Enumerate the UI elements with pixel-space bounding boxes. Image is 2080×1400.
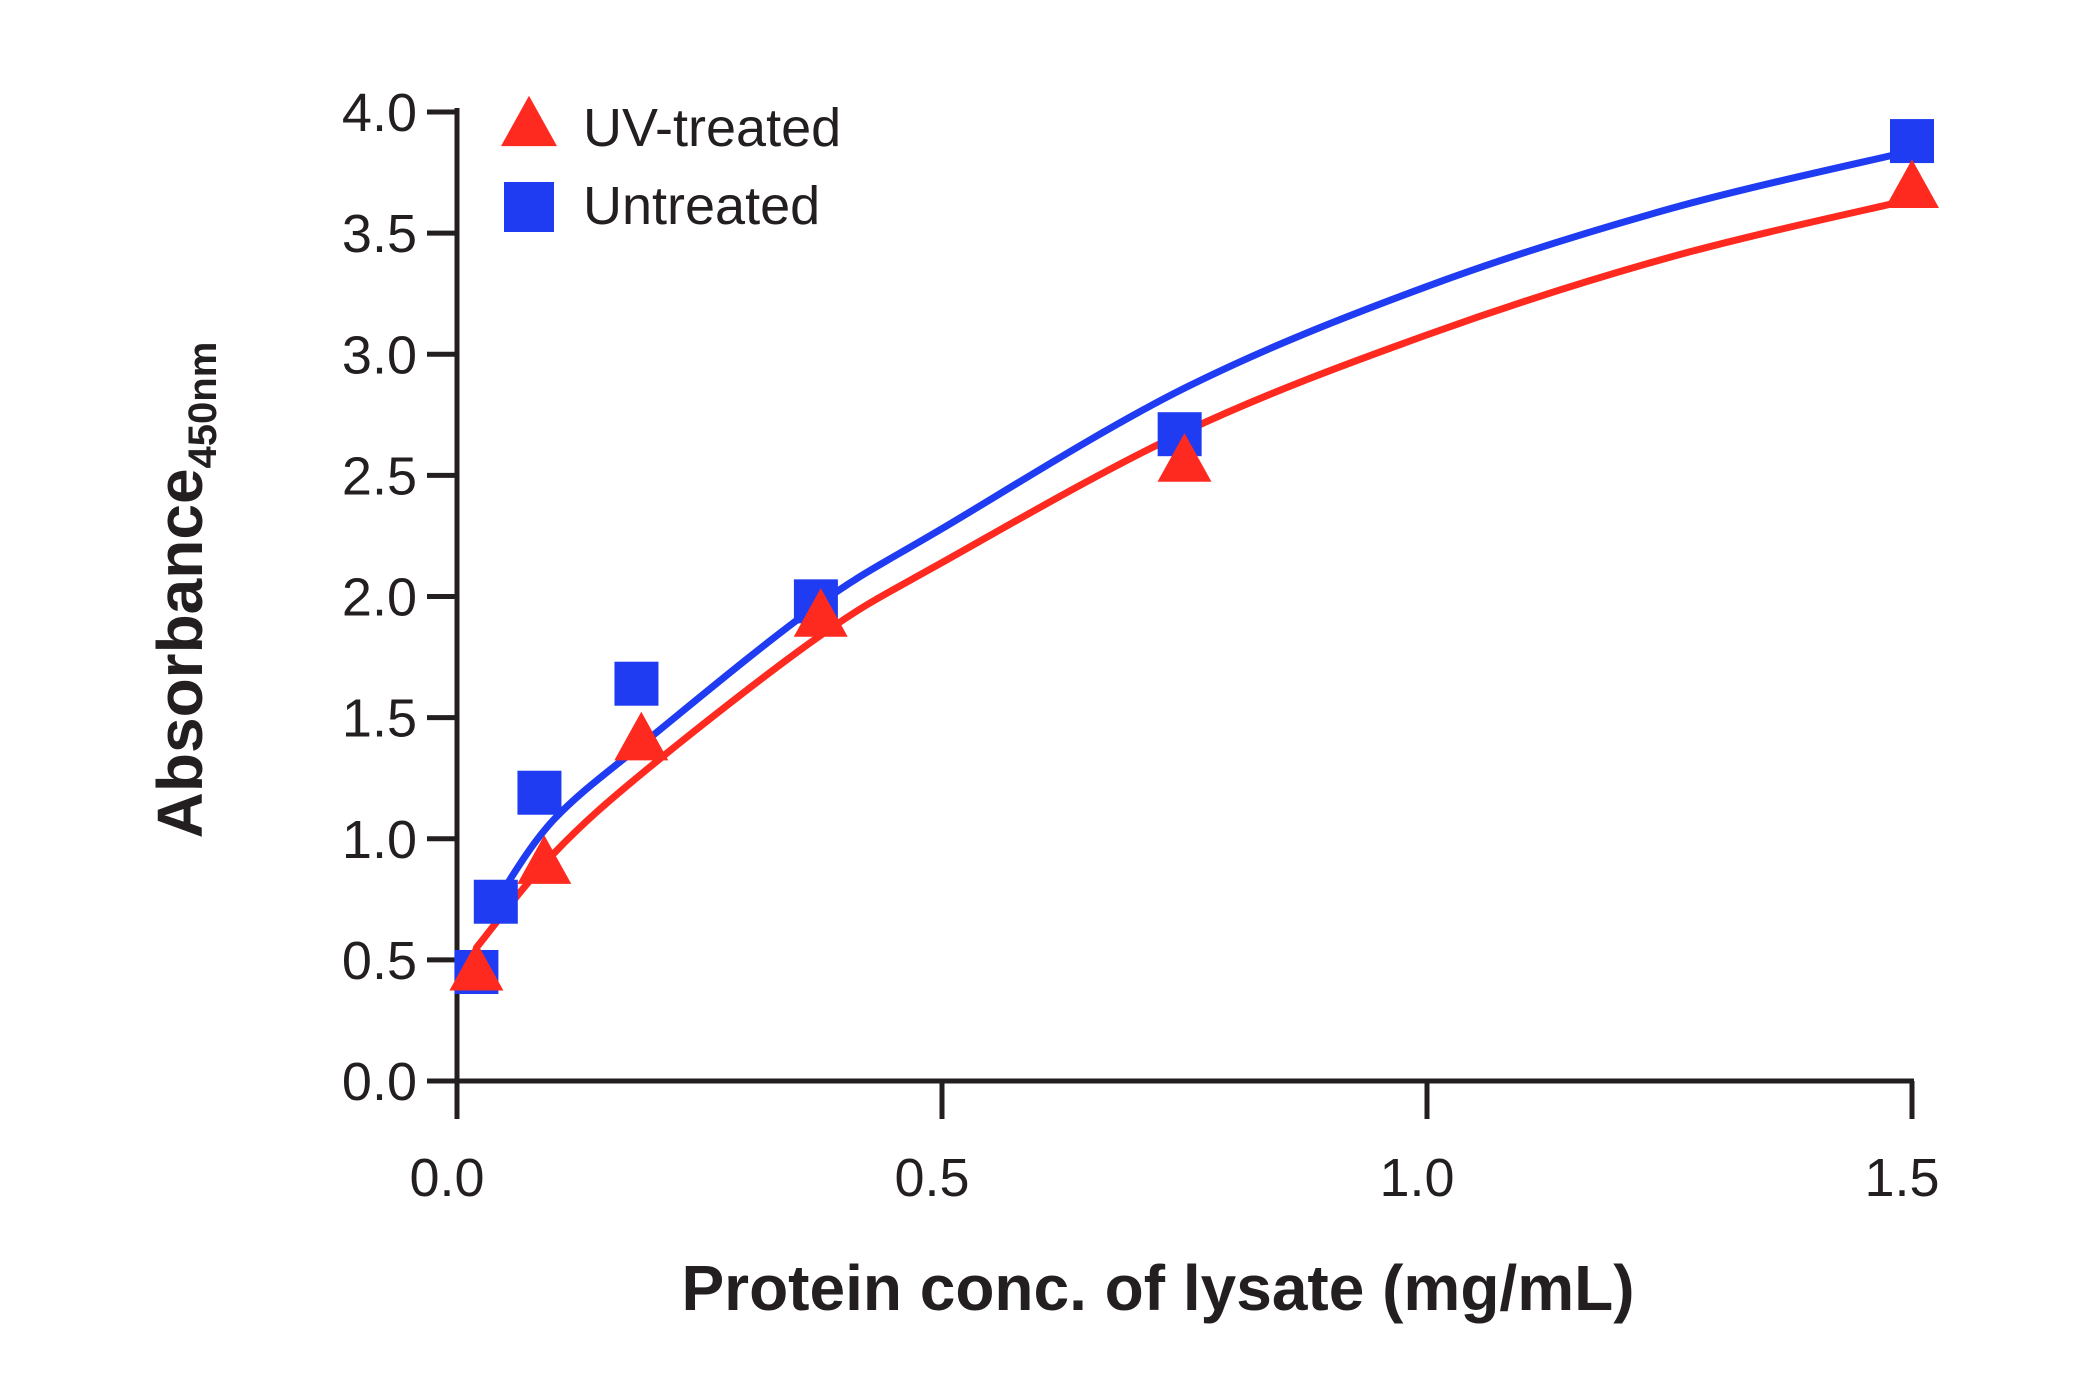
data-point-uv-treated	[1885, 159, 1939, 208]
y-tick-label: 2.0	[342, 568, 417, 628]
data-point-untreated	[614, 661, 659, 706]
legend-marker-uv-treated	[501, 95, 557, 147]
x-tick-label: 1.5	[1864, 1148, 1939, 1208]
y-tick-label: 3.5	[342, 204, 417, 264]
y-tick-label: 1.0	[342, 810, 417, 870]
data-point-uv-treated	[517, 835, 572, 884]
data-point-uv-treated	[1157, 433, 1212, 482]
x-tick-label: 1.0	[1379, 1148, 1454, 1208]
y-tick-label: 3.0	[342, 325, 417, 385]
x-tick-label: 0.5	[894, 1148, 969, 1208]
y-axis-title-subscript: 450nm	[181, 342, 225, 469]
data-point-untreated	[1890, 119, 1934, 164]
data-point-untreated	[517, 770, 562, 815]
legend-label: UV-treated	[583, 98, 841, 158]
legend: UV-treated Untreated	[501, 95, 841, 236]
data-point-uv-treated	[614, 711, 669, 761]
data-point-untreated	[473, 879, 518, 924]
x-axis-title: Protein conc. of lysate (mg/mL)	[681, 1252, 1634, 1324]
y-tick-label: 1.5	[342, 689, 417, 749]
y-axis: 0.0 0.5 1.0 1.5 2.0 2.5 3.0 3.5 4.0	[342, 83, 460, 1112]
fit-curve-untreated	[492, 147, 1916, 906]
fit-curve-uv-treated	[472, 195, 1916, 952]
fit-curves	[472, 147, 1916, 952]
data-points	[449, 119, 1939, 994]
y-tick-label: 4.0	[342, 83, 417, 143]
legend-label: Untreated	[583, 176, 820, 236]
y-tick-label: 2.5	[342, 446, 417, 506]
y-axis-title: Absorbance450nm	[144, 342, 225, 839]
x-axis: 0.0 0.5 1.0 1.5	[409, 1078, 1940, 1208]
data-point-uv-treated	[793, 588, 848, 637]
y-axis-title-main: Absorbance	[144, 468, 216, 838]
legend-marker-untreated	[504, 182, 554, 232]
y-tick-label: 0.0	[342, 1052, 417, 1112]
x-tick-label: 0.0	[409, 1148, 484, 1208]
data-point-uv-treated	[449, 941, 504, 991]
y-tick-label: 0.5	[342, 931, 417, 991]
